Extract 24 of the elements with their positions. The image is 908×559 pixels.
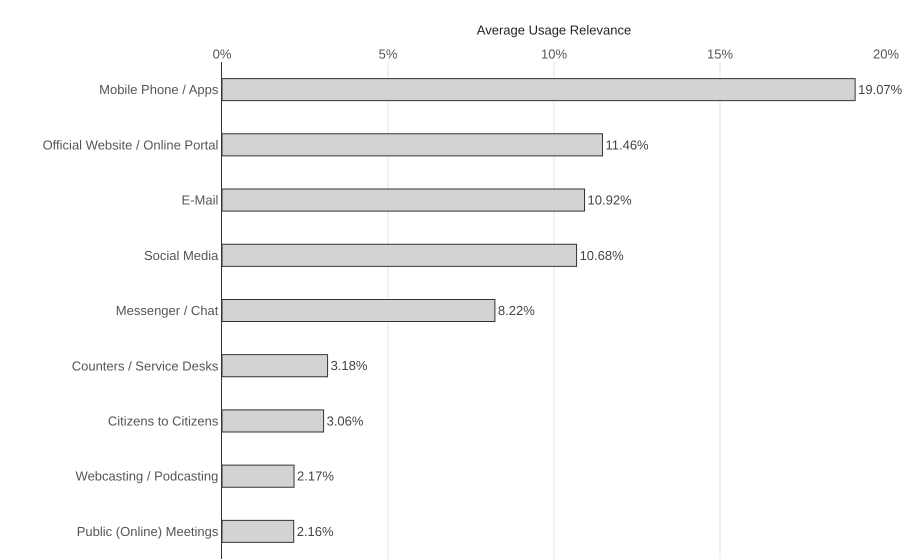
data-label: 3.06% <box>326 413 364 428</box>
data-label: 2.17% <box>297 468 334 484</box>
y-tick-label: Mobile Phone / Apps <box>99 82 219 98</box>
x-axis-title: Average Usage Relevance <box>476 22 632 38</box>
data-label: 8.22% <box>498 303 536 318</box>
y-tick-label: E-Mail <box>182 192 219 208</box>
y-tick-label: Public (Online) Meetings <box>76 524 219 539</box>
data-label: 10.92% <box>588 192 632 208</box>
y-tick-label: Messenger / Chat <box>116 303 219 318</box>
x-tick-label: 0% <box>212 46 232 62</box>
x-tick-label: 10% <box>540 46 568 62</box>
y-tick-label: Citizens to Citizens <box>108 413 219 428</box>
x-tick-label: 15% <box>706 46 734 62</box>
y-tick-label: Webcasting / Podcasting <box>76 468 218 484</box>
x-tick-label: 5% <box>378 46 398 62</box>
data-label: 3.18% <box>330 358 368 374</box>
y-tick-label: Counters / Service Desks <box>72 358 219 374</box>
data-label: 10.68% <box>580 248 624 263</box>
y-tick-label: Social Media <box>144 248 220 263</box>
data-label: 2.16% <box>296 524 334 539</box>
x-tick-label: 20% <box>872 46 900 62</box>
y-tick-label: Official Website / Online Portal <box>42 137 218 152</box>
data-label: 19.07% <box>858 82 903 98</box>
data-label: 11.46% <box>605 137 650 152</box>
